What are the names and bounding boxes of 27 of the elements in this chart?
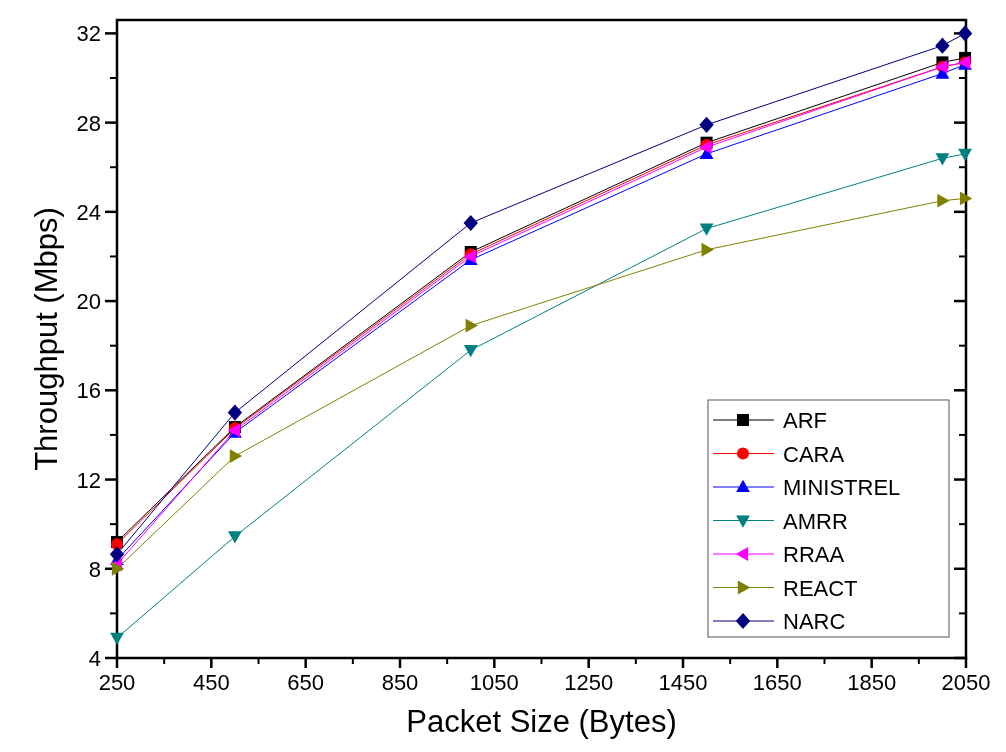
y-tick-label: 32 xyxy=(76,21,101,47)
legend-label: CARA xyxy=(783,441,845,467)
x-tick-label: 1450 xyxy=(658,670,708,695)
y-tick-label: 12 xyxy=(76,467,101,493)
y-tick-label: 28 xyxy=(76,110,101,136)
x-tick-label: 650 xyxy=(287,670,325,695)
y-axis-title: Throughput (Mbps) xyxy=(29,207,64,471)
x-tick-label: 450 xyxy=(192,670,230,695)
y-tick-label: 4 xyxy=(88,646,101,671)
x-tick-label: 1050 xyxy=(469,670,519,695)
legend-label: ARF xyxy=(783,408,827,433)
legend-label: MINISTREL xyxy=(783,475,901,500)
legend-label: RRAA xyxy=(783,542,845,567)
x-tick-label: 1650 xyxy=(752,670,802,695)
y-tick-label: 24 xyxy=(76,199,101,225)
y-tick-label: 8 xyxy=(88,556,101,582)
x-tick-label: 2050 xyxy=(941,670,991,695)
x-axis-title: Packet Size (Bytes) xyxy=(406,704,677,739)
x-tick-label: 250 xyxy=(98,670,136,695)
x-tick-label: 1850 xyxy=(847,670,897,695)
legend-label: REACT xyxy=(783,575,858,601)
x-tick-label: 1250 xyxy=(564,670,614,695)
legend-label: NARC xyxy=(783,609,846,634)
y-tick-label: 20 xyxy=(76,289,101,315)
x-tick-label: 850 xyxy=(381,670,419,695)
legend-label: AMRR xyxy=(783,508,848,534)
y-tick-label: 16 xyxy=(76,378,101,404)
